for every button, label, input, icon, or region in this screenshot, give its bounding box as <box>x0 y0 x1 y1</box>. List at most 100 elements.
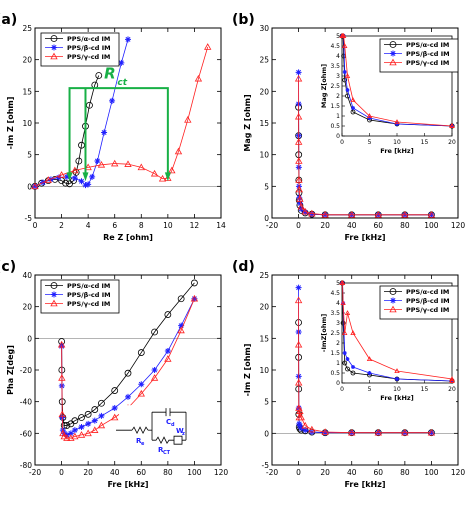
data-point-s2-8 <box>308 425 316 433</box>
y-tick-label: -5 <box>25 214 33 223</box>
x-tick-label: 80 <box>163 468 173 477</box>
inset-data-point-s1-5 <box>342 70 347 74</box>
inset-y-tick-label: 0.5 <box>330 123 340 130</box>
data-point-s1-13 <box>428 429 435 436</box>
inset-y-tick-label: 4 <box>336 300 340 307</box>
x-tick-label: 0 <box>33 221 38 230</box>
panel-label: (c) <box>0 259 16 275</box>
x-tick-label: 6 <box>112 221 117 230</box>
data-point-s2-14 <box>137 389 145 397</box>
inset-y-tick-label: 4 <box>336 53 340 60</box>
data-point-s0-8 <box>78 414 85 421</box>
rct-annotation-sub: ct <box>117 78 127 88</box>
data-point-s0-14 <box>95 72 103 79</box>
y-tick-label: -60 <box>20 429 32 438</box>
inset-data-point-s0-3 <box>340 320 346 326</box>
y-axis-label: -Im Z [ohm] <box>6 97 15 150</box>
data-point-s2-12 <box>111 413 119 421</box>
inset-data-point-s2-13 <box>449 378 455 384</box>
x-tick-label: 0 <box>59 468 64 477</box>
data-point-s1-6 <box>298 425 305 432</box>
data-point-s2-15 <box>194 74 203 82</box>
data-point-s0-17 <box>177 295 185 303</box>
x-tick-label: 2 <box>59 221 64 230</box>
data-point-s2-9 <box>150 169 159 177</box>
inset-x-tick-label: 5 <box>368 139 372 146</box>
data-point-s1-14 <box>428 211 435 218</box>
x-axis-label: Fre [kHz] <box>107 480 148 489</box>
data-point-s2-7 <box>301 421 309 429</box>
data-point-s2-0 <box>57 340 66 348</box>
inset-data-point-s1-7 <box>351 106 355 110</box>
x-tick-label: 120 <box>214 468 229 477</box>
inset-data-point-s2-2 <box>339 280 346 286</box>
data-point-s2-6 <box>296 195 304 202</box>
inset-y-tick-label: 0 <box>336 380 340 387</box>
data-point-s1-12 <box>111 405 118 411</box>
y-tick-label: 10 <box>259 151 269 160</box>
data-point-s2-5 <box>295 185 303 193</box>
inset-y-axis-label: -ImZ[ohm] <box>320 314 328 352</box>
circuit-wire <box>151 412 187 441</box>
y-tick-label: 30 <box>259 24 269 33</box>
data-point-s0-12 <box>111 387 119 394</box>
data-point-s2-9 <box>321 428 329 435</box>
data-point-s1-17 <box>178 322 185 329</box>
y-tick-label: 20 <box>22 56 32 65</box>
inset-data-point-s2-6 <box>344 73 351 78</box>
inset-x-tick-label: 15 <box>421 139 429 146</box>
inset-data-point-s2-4 <box>342 330 348 336</box>
inset-data-point-s2-7 <box>366 356 373 362</box>
inset-y-tick-label: 1.5 <box>330 350 340 357</box>
x-tick-label: 40 <box>347 221 357 230</box>
y-tick-label: -80 <box>20 461 32 470</box>
data-point-s1-9 <box>308 211 315 218</box>
inset-1: 0 5 10 15 20 0 0.5 1 1.5 2 2.5 3 3.5 4 4.5 5 Fre [kHz] Ma… <box>320 33 459 158</box>
legend-marker <box>390 50 396 57</box>
inset-y-tick-label: 3 <box>336 320 340 327</box>
inset-data-point-s0-5 <box>342 77 348 83</box>
legend-entry-label: PPS/γ-cd IM <box>67 53 110 61</box>
legend-entry-label: PPS/β-cd IM <box>67 44 111 52</box>
data-point-s1-5 <box>296 422 303 429</box>
y-tick-label: 5 <box>27 151 32 160</box>
inset-y-tick-label: 4.5 <box>330 43 340 50</box>
data-point-s2-8 <box>77 431 86 438</box>
y-axis-label: Pha Z[deg] <box>6 345 15 395</box>
data-point-s2-2 <box>57 171 66 178</box>
data-point-s1-16 <box>164 348 171 354</box>
y-tick-label: -20 <box>20 366 32 375</box>
data-point-s2-7 <box>124 160 132 167</box>
y-tick-label: 25 <box>259 56 269 65</box>
inset-y-tick-label: 2 <box>336 93 340 100</box>
data-point-s2-3 <box>295 157 303 164</box>
inset-data-point-s0-6 <box>350 370 356 376</box>
inset-data-point-s2-5 <box>342 43 348 48</box>
data-point-s2-14 <box>427 211 436 218</box>
data-point-s2-13 <box>174 147 183 155</box>
data-point-s2-0 <box>31 182 39 190</box>
x-tick-label: 0 <box>296 468 301 477</box>
legend-marker <box>50 35 58 42</box>
y-tick-label: 40 <box>22 271 32 280</box>
legend-entry-label: PPS/α-cd IM <box>67 282 110 290</box>
inset-y-tick-label: 2.5 <box>330 83 340 90</box>
data-point-s2-5 <box>63 434 71 441</box>
inset-x-tick-label: 15 <box>421 386 429 393</box>
data-point-s2-0 <box>294 296 303 304</box>
legend-entry-label: PPS/β-cd IM <box>67 291 111 299</box>
panel-label: (d) <box>232 259 255 275</box>
data-point-s2-4 <box>84 163 92 171</box>
data-point-s2-13 <box>427 428 436 436</box>
data-point-s1-10 <box>94 158 101 164</box>
x-tick-label: 40 <box>110 468 120 477</box>
y-tick-label: 20 <box>259 303 269 312</box>
rct-annotation: R <box>104 65 116 83</box>
inset-x-axis-label: Fre [kHz] <box>380 394 413 402</box>
legend-marker <box>51 291 57 298</box>
data-point-s0-10 <box>91 406 99 413</box>
y-tick-label: 5 <box>264 398 269 407</box>
data-point-s1-7 <box>71 427 78 434</box>
